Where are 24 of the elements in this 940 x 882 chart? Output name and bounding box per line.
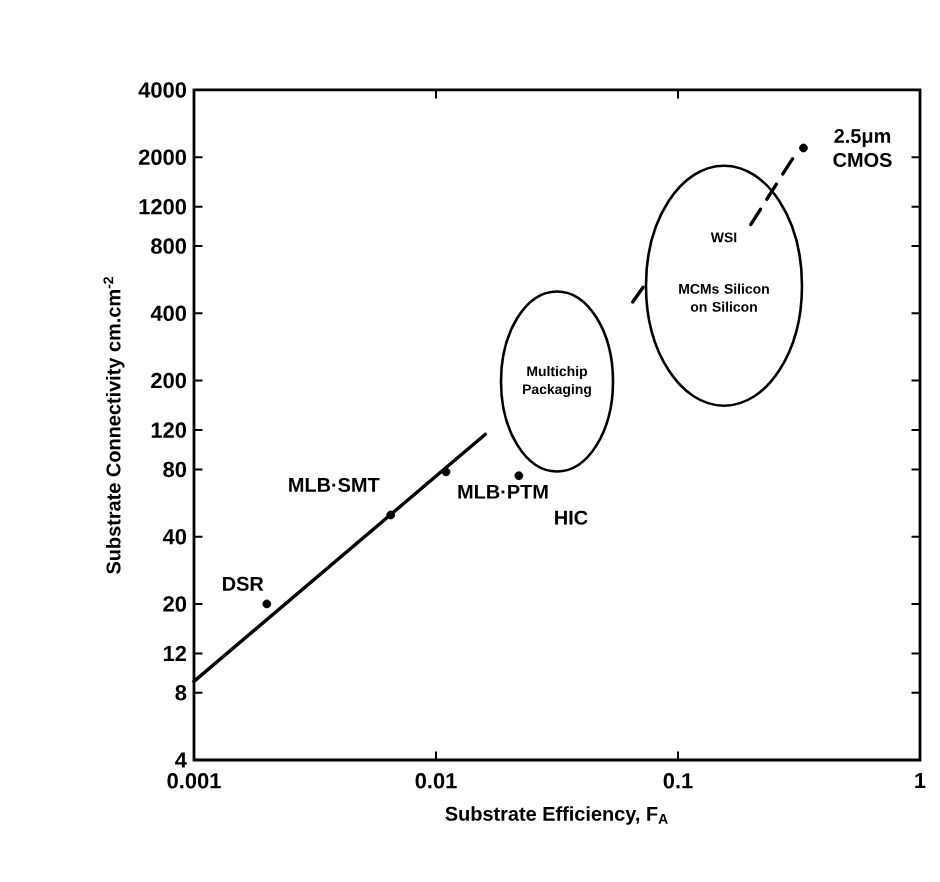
y-tick-label: 200 (151, 372, 187, 389)
y-tick-label: 120 (151, 422, 187, 438)
x-tick-label: 1 (915, 773, 926, 789)
annotation: MLB·SMT (289, 477, 380, 493)
y-tick-label: 1200 (139, 199, 187, 215)
y-tick-label: 2000 (138, 149, 187, 165)
annotation: MLB·PTM (458, 484, 548, 499)
y-tick-label: 800 (151, 238, 187, 254)
y-tick-label: 80 (163, 461, 187, 478)
y-axis-title: Substrate Connectivity cm.cm$^{-2}$ (103, 277, 125, 574)
x-tick-label: 0.01 (415, 773, 457, 789)
x-tick-label: 0.001 (167, 773, 221, 789)
y-tick-label: 20 (163, 596, 187, 612)
y-tick-label: 4000 (138, 82, 187, 98)
y-tick-label: 8 (175, 685, 187, 701)
x-axis-title: Substrate Efficiency, F$_{A}$ (445, 806, 668, 825)
annotation: DSR (223, 576, 264, 591)
y-tick-label: 40 (162, 528, 187, 545)
y-tick-label: 4 (175, 752, 187, 768)
annotation: 2.5μm CMOS (833, 128, 892, 167)
x-tick-label: 0.1 (663, 773, 693, 789)
annotation: HIC (555, 510, 588, 525)
y-tick-label: 12 (163, 645, 187, 662)
y-tick-label: 400 (150, 305, 187, 322)
